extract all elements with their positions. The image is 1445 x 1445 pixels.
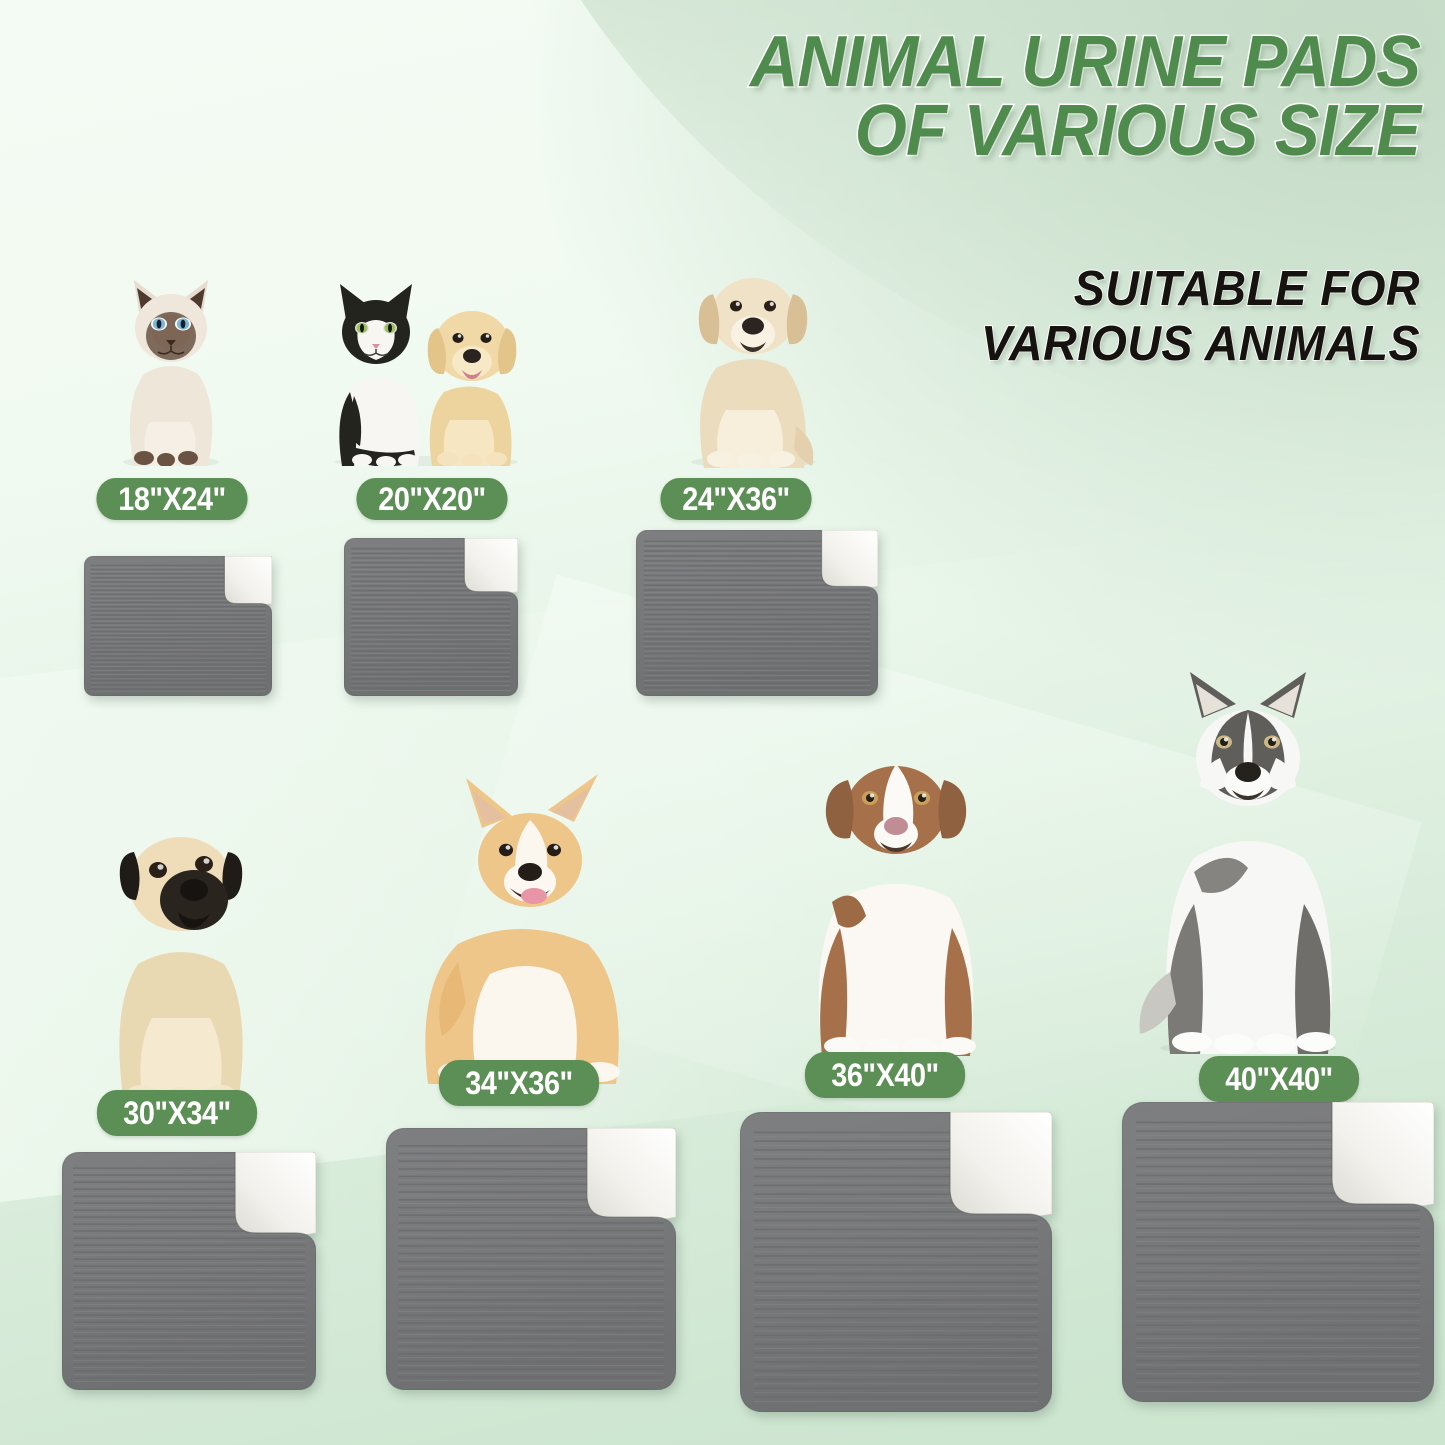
urine-pad-product[interactable] xyxy=(636,530,878,696)
size-badge[interactable]: 18"X24" xyxy=(96,478,248,520)
size-badge[interactable]: 34"X36" xyxy=(438,1060,600,1106)
animal-photo-tan-labrador-mix xyxy=(660,256,846,468)
animal-photo-australian-shepherd xyxy=(792,736,1000,1056)
urine-pad-product[interactable] xyxy=(740,1112,1052,1412)
urine-pad-product[interactable] xyxy=(84,556,272,696)
animal-photo-pug xyxy=(86,812,276,1104)
animal-photo-tuxedo-cat-and-labrador-puppy xyxy=(320,276,532,466)
urine-pad-product[interactable] xyxy=(344,538,518,696)
size-badge[interactable]: 20"X20" xyxy=(356,478,508,520)
page-title: ANIMAL URINE PADS OF VARIOUS SIZE xyxy=(749,22,1423,172)
size-badge[interactable]: 24"X36" xyxy=(660,478,812,520)
animal-photo-siamese-cat xyxy=(96,266,246,466)
page-subtitle: SUITABLE FOR VARIOUS ANIMALS xyxy=(980,261,1420,372)
urine-pad-product[interactable] xyxy=(62,1152,316,1390)
animal-photo-siberian-husky xyxy=(1124,672,1372,1054)
animal-photo-corgi xyxy=(402,772,650,1084)
size-badge[interactable]: 40"X40" xyxy=(1198,1056,1360,1102)
size-badge[interactable]: 36"X40" xyxy=(804,1052,966,1098)
urine-pad-product[interactable] xyxy=(1122,1102,1434,1402)
size-badge[interactable]: 30"X34" xyxy=(96,1090,258,1136)
urine-pad-product[interactable] xyxy=(386,1128,676,1390)
